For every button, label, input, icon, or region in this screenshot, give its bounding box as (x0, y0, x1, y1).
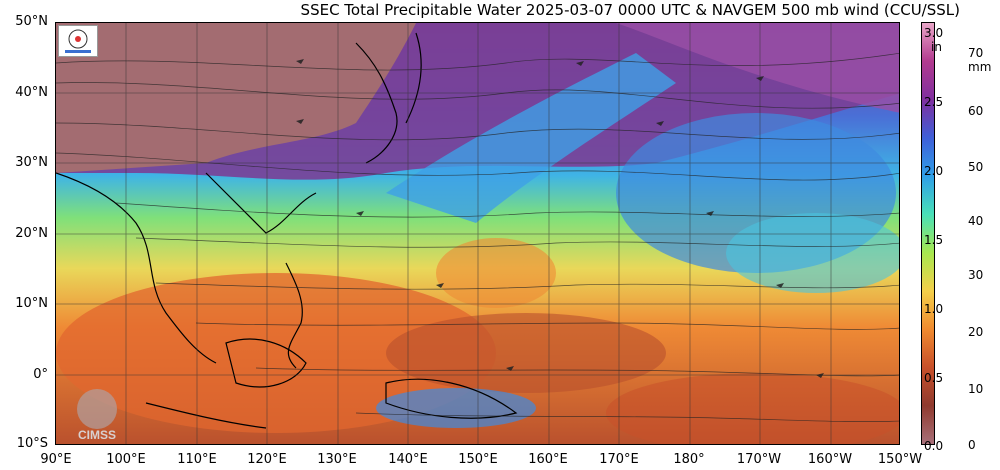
lon-label-110e: 110°E (177, 452, 217, 467)
inch-tick-0.5: 0.5 (924, 371, 944, 385)
cimss-logo-text: CIMSS (78, 428, 116, 442)
mm-tick-0: 0 (968, 438, 976, 452)
lon-label-130e: 130°E (317, 452, 357, 467)
lon-label-100e: 100°E (106, 452, 146, 467)
cimss-logo: CIMSS (62, 385, 132, 443)
mm-tick-20: 20 (968, 325, 984, 339)
lat-label-30n: 30°N (15, 155, 48, 170)
lon-label-160e: 160°E (528, 452, 568, 467)
inch-tick-1.5: 1.5 (924, 233, 944, 247)
inch-tick-3.0: 3.0 (924, 26, 944, 40)
mm-tick-70: 70 (968, 46, 984, 60)
lat-label-20n: 20°N (15, 226, 48, 241)
lat-label-10n: 10°N (15, 296, 48, 311)
lon-label-170w: 170°W (736, 452, 782, 467)
lon-label-140e: 140°E (388, 452, 428, 467)
colorbar-inch-unit: in (931, 40, 942, 54)
lon-label-180: 180° (673, 452, 705, 467)
tpw-field (56, 23, 899, 444)
lat-label-50n: 50°N (15, 14, 48, 29)
lat-label-40n: 40°N (15, 85, 48, 100)
mm-tick-50: 50 (968, 160, 984, 174)
lon-label-170e: 170°E (599, 452, 639, 467)
lon-label-150w: 150°W (877, 452, 923, 467)
mm-tick-40: 40 (968, 214, 984, 228)
inch-tick-2.0: 2.0 (924, 164, 944, 178)
lat-label-10s: 10°S (16, 436, 48, 451)
mm-tick-10: 10 (968, 382, 984, 396)
inch-tick-2.5: 2.5 (924, 95, 944, 109)
lon-label-150e: 150°E (458, 452, 498, 467)
inch-tick-0.0: 0.0 (924, 439, 944, 453)
tpw-colorbar (921, 22, 935, 445)
colorbar-mm-unit: mm (968, 60, 992, 74)
mm-tick-60: 60 (968, 104, 984, 118)
lon-label-90e: 90°E (40, 452, 72, 467)
map-title: SSEC Total Precipitable Water 2025-03-07… (300, 1, 960, 19)
inch-tick-1.0: 1.0 (924, 302, 944, 316)
lon-label-120e: 120°E (247, 452, 287, 467)
mm-tick-30: 30 (968, 268, 984, 282)
lat-label-0: 0° (33, 367, 48, 382)
tpw-map (55, 22, 900, 445)
lon-label-160w: 160°W (807, 452, 853, 467)
ssec-logo (58, 25, 98, 57)
